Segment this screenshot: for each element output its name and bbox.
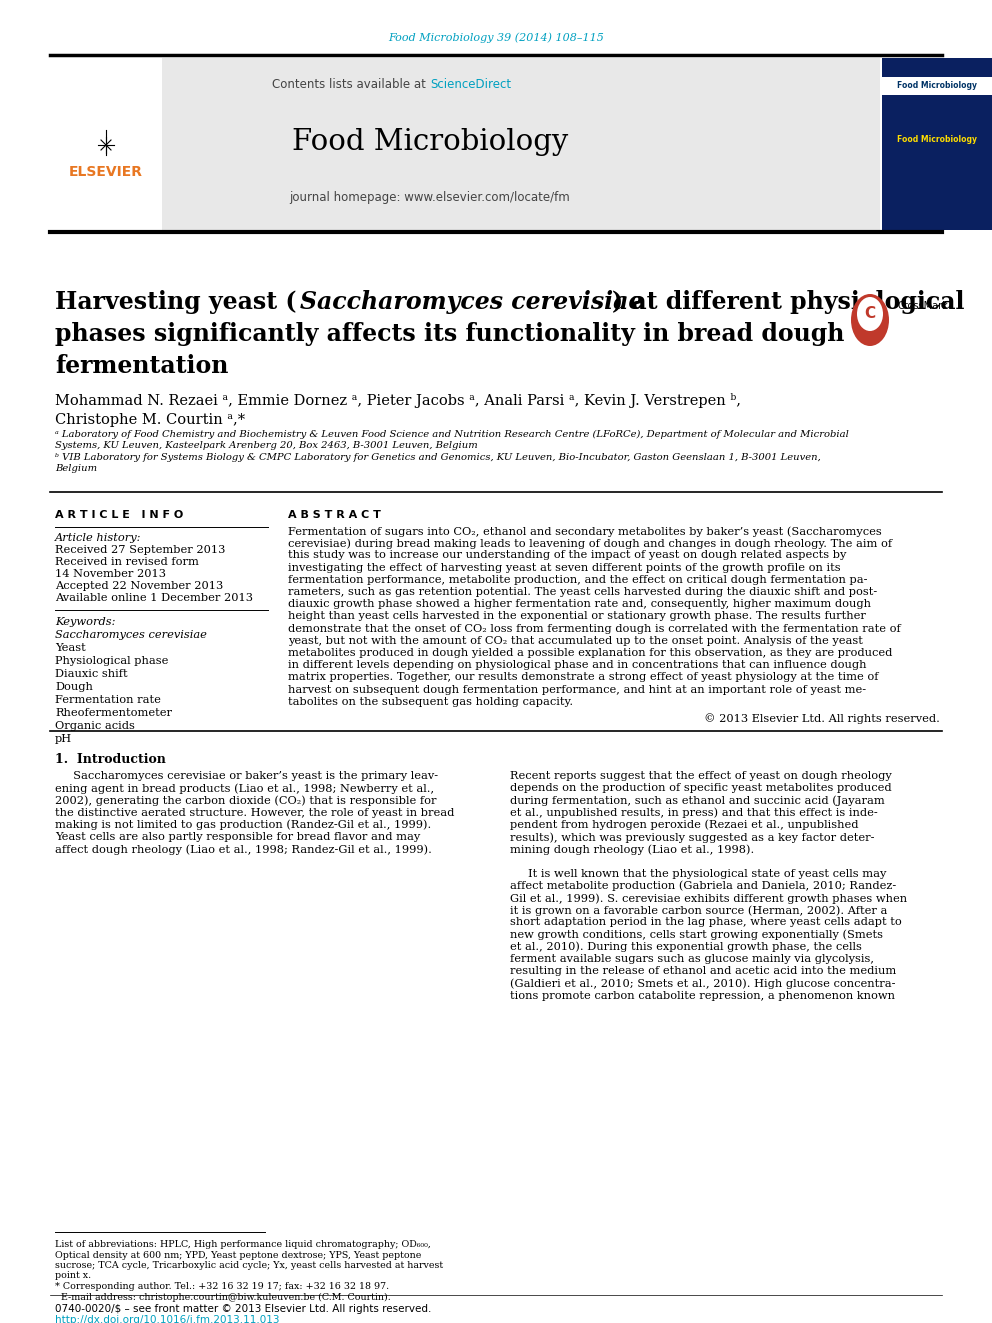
Text: © 2013 Elsevier Ltd. All rights reserved.: © 2013 Elsevier Ltd. All rights reserved… — [704, 713, 940, 724]
Text: C: C — [864, 307, 876, 321]
Text: 2002), generating the carbon dioxide (CO₂) that is responsible for: 2002), generating the carbon dioxide (CO… — [55, 795, 436, 806]
Text: it is grown on a favorable carbon source (Herman, 2002). After a: it is grown on a favorable carbon source… — [510, 905, 888, 916]
Text: et al., 2010). During this exponential growth phase, the cells: et al., 2010). During this exponential g… — [510, 942, 862, 953]
Text: Received in revised form: Received in revised form — [55, 557, 198, 568]
Text: Food Microbiology 39 (2014) 108–115: Food Microbiology 39 (2014) 108–115 — [388, 33, 604, 44]
Text: tions promote carbon catabolite repression, a phenomenon known: tions promote carbon catabolite repressi… — [510, 991, 895, 1000]
Text: Fermentation of sugars into CO₂, ethanol and secondary metabolites by baker’s ye: Fermentation of sugars into CO₂, ethanol… — [288, 527, 882, 537]
Text: 1.  Introduction: 1. Introduction — [55, 753, 166, 766]
Text: mining dough rheology (Liao et al., 1998).: mining dough rheology (Liao et al., 1998… — [510, 844, 754, 855]
Text: A R T I C L E   I N F O: A R T I C L E I N F O — [55, 509, 184, 520]
Text: Recent reports suggest that the effect of yeast on dough rheology: Recent reports suggest that the effect o… — [510, 771, 892, 781]
Text: height than yeast cells harvested in the exponential or stationary growth phase.: height than yeast cells harvested in the… — [288, 611, 866, 622]
Text: Available online 1 December 2013: Available online 1 December 2013 — [55, 593, 253, 603]
Bar — [882, 77, 992, 95]
Ellipse shape — [851, 294, 889, 347]
Text: ening agent in bread products (Liao et al., 1998; Newberry et al.,: ening agent in bread products (Liao et a… — [55, 783, 434, 794]
Text: Saccharomyces cerevisiae or baker’s yeast is the primary leav-: Saccharomyces cerevisiae or baker’s yeas… — [55, 771, 438, 781]
Text: Christophe M. Courtin ᵃ,*: Christophe M. Courtin ᵃ,* — [55, 413, 245, 427]
Text: Belgium: Belgium — [55, 464, 97, 474]
Text: this study was to increase our understanding of the impact of yeast on dough rel: this study was to increase our understan… — [288, 550, 846, 561]
Text: Saccharomyces cerevisiae: Saccharomyces cerevisiae — [55, 630, 207, 640]
Text: Yeast cells are also partly responsible for bread flavor and may: Yeast cells are also partly responsible … — [55, 832, 421, 841]
Text: depends on the production of specific yeast metabolites produced: depends on the production of specific ye… — [510, 783, 892, 794]
Text: during fermentation, such as ethanol and succinic acid (Jayaram: during fermentation, such as ethanol and… — [510, 795, 885, 806]
Text: ScienceDirect: ScienceDirect — [430, 78, 511, 91]
Text: Food Microbiology: Food Microbiology — [292, 128, 568, 156]
Text: resulting in the release of ethanol and acetic acid into the medium: resulting in the release of ethanol and … — [510, 966, 896, 976]
Text: Yeast: Yeast — [55, 643, 85, 654]
Bar — [882, 58, 992, 230]
Text: It is well known that the physiological state of yeast cells may: It is well known that the physiological … — [510, 869, 887, 878]
Text: phases significantly affects its functionality in bread dough: phases significantly affects its functio… — [55, 321, 844, 347]
Text: Gil et al., 1999). S. cerevisiae exhibits different growth phases when: Gil et al., 1999). S. cerevisiae exhibit… — [510, 893, 907, 904]
Text: 0740-0020/$ – see front matter © 2013 Elsevier Ltd. All rights reserved.: 0740-0020/$ – see front matter © 2013 El… — [55, 1304, 432, 1314]
Text: Received 27 September 2013: Received 27 September 2013 — [55, 545, 225, 556]
Text: E-mail address: christophe.courtin@biw.kuleuven.be (C.M. Courtin).: E-mail address: christophe.courtin@biw.k… — [55, 1293, 391, 1302]
Text: in different levels depending on physiological phase and in concentrations that : in different levels depending on physiol… — [288, 660, 866, 671]
Text: pendent from hydrogen peroxide (Rezaei et al., unpublished: pendent from hydrogen peroxide (Rezaei e… — [510, 820, 858, 831]
Text: Food Microbiology: Food Microbiology — [897, 135, 977, 144]
Text: et al., unpublished results, in press) and that this effect is inde-: et al., unpublished results, in press) a… — [510, 807, 878, 818]
Text: making is not limited to gas production (Randez-Gil et al., 1999).: making is not limited to gas production … — [55, 820, 432, 831]
Text: yeast, but not with the amount of CO₂ that accumulated up to the onset point. An: yeast, but not with the amount of CO₂ th… — [288, 636, 863, 646]
Text: sucrose; TCA cycle, Tricarboxylic acid cycle; Yx, yeast cells harvested at harve: sucrose; TCA cycle, Tricarboxylic acid c… — [55, 1261, 443, 1270]
Text: new growth conditions, cells start growing exponentially (Smets: new growth conditions, cells start growi… — [510, 930, 883, 941]
Bar — [160, 58, 880, 230]
Text: point x.: point x. — [55, 1271, 91, 1281]
Text: short adaptation period in the lag phase, where yeast cells adapt to: short adaptation period in the lag phase… — [510, 917, 902, 927]
Text: diauxic growth phase showed a higher fermentation rate and, consequently, higher: diauxic growth phase showed a higher fer… — [288, 599, 871, 609]
Polygon shape — [860, 329, 880, 347]
Text: * Corresponding author. Tel.: +32 16 32 19 17; fax: +32 16 32 18 97.: * Corresponding author. Tel.: +32 16 32 … — [55, 1282, 389, 1291]
Text: results), which was previously suggested as a key factor deter-: results), which was previously suggested… — [510, 832, 875, 843]
Text: affect metabolite production (Gabriela and Daniela, 2010; Randez-: affect metabolite production (Gabriela a… — [510, 881, 896, 892]
Text: Rheofermentometer: Rheofermentometer — [55, 708, 172, 718]
Ellipse shape — [857, 296, 883, 331]
Text: Keywords:: Keywords: — [55, 617, 115, 627]
Text: ᵃ Laboratory of Food Chemistry and Biochemistry & Leuven Food Science and Nutrit: ᵃ Laboratory of Food Chemistry and Bioch… — [55, 430, 849, 439]
Text: Food Microbiology: Food Microbiology — [897, 82, 977, 90]
Text: journal homepage: www.elsevier.com/locate/fm: journal homepage: www.elsevier.com/locat… — [290, 191, 570, 204]
Text: Systems, KU Leuven, Kasteelpark Arenberg 20, Box 2463, B-3001 Leuven, Belgium: Systems, KU Leuven, Kasteelpark Arenberg… — [55, 441, 478, 450]
Text: 14 November 2013: 14 November 2013 — [55, 569, 166, 579]
Text: matrix properties. Together, our results demonstrate a strong effect of yeast ph: matrix properties. Together, our results… — [288, 672, 879, 683]
Text: (Galdieri et al., 2010; Smets et al., 2010). High glucose concentra-: (Galdieri et al., 2010; Smets et al., 20… — [510, 979, 896, 990]
Text: the distinctive aerated structure. However, the role of yeast in bread: the distinctive aerated structure. Howev… — [55, 807, 454, 818]
Text: CrossMark: CrossMark — [898, 302, 948, 311]
Text: A B S T R A C T: A B S T R A C T — [288, 509, 381, 520]
Text: Organic acids: Organic acids — [55, 721, 135, 732]
Text: ) at different physiological: ) at different physiological — [612, 290, 964, 314]
Text: investigating the effect of harvesting yeast at seven different points of the gr: investigating the effect of harvesting y… — [288, 562, 840, 573]
Text: cerevisiae) during bread making leads to leavening of dough and changes in dough: cerevisiae) during bread making leads to… — [288, 538, 892, 549]
Text: Accepted 22 November 2013: Accepted 22 November 2013 — [55, 581, 223, 591]
Text: fermentation performance, metabolite production, and the effect on critical doug: fermentation performance, metabolite pro… — [288, 574, 867, 585]
Text: Physiological phase: Physiological phase — [55, 656, 169, 665]
Text: Dough: Dough — [55, 681, 93, 692]
Text: metabolites produced in dough yielded a possible explanation for this observatio: metabolites produced in dough yielded a … — [288, 648, 893, 658]
Text: demonstrate that the onset of CO₂ loss from fermenting dough is correlated with : demonstrate that the onset of CO₂ loss f… — [288, 623, 901, 634]
Text: Saccharomyces cerevisiae: Saccharomyces cerevisiae — [300, 290, 644, 314]
Text: fermentation: fermentation — [55, 355, 228, 378]
Text: harvest on subsequent dough fermentation performance, and hint at an important r: harvest on subsequent dough fermentation… — [288, 684, 866, 695]
Text: List of abbreviations: HPLC, High performance liquid chromatography; OD₆₀₀,: List of abbreviations: HPLC, High perfor… — [55, 1240, 431, 1249]
Text: ELSEVIER: ELSEVIER — [69, 165, 143, 179]
Text: Contents lists available at: Contents lists available at — [273, 78, 430, 91]
Text: ferment available sugars such as glucose mainly via glycolysis,: ferment available sugars such as glucose… — [510, 954, 874, 964]
Text: affect dough rheology (Liao et al., 1998; Randez-Gil et al., 1999).: affect dough rheology (Liao et al., 1998… — [55, 844, 432, 855]
Bar — [50, 58, 162, 230]
Text: Harvesting yeast (: Harvesting yeast ( — [55, 290, 297, 314]
Text: tabolites on the subsequent gas holding capacity.: tabolites on the subsequent gas holding … — [288, 697, 573, 706]
Text: pH: pH — [55, 734, 72, 744]
Text: Article history:: Article history: — [55, 533, 142, 542]
Text: Diauxic shift: Diauxic shift — [55, 669, 128, 679]
Text: ᵇ VIB Laboratory for Systems Biology & CMPC Laboratory for Genetics and Genomics: ᵇ VIB Laboratory for Systems Biology & C… — [55, 452, 820, 462]
Text: Mohammad N. Rezaei ᵃ, Emmie Dornez ᵃ, Pieter Jacobs ᵃ, Anali Parsi ᵃ, Kevin J. V: Mohammad N. Rezaei ᵃ, Emmie Dornez ᵃ, Pi… — [55, 393, 741, 407]
Text: http://dx.doi.org/10.1016/j.fm.2013.11.013: http://dx.doi.org/10.1016/j.fm.2013.11.0… — [55, 1315, 280, 1323]
Text: rameters, such as gas retention potential. The yeast cells harvested during the : rameters, such as gas retention potentia… — [288, 587, 877, 597]
Text: Fermentation rate: Fermentation rate — [55, 695, 161, 705]
Text: Optical density at 600 nm; YPD, Yeast peptone dextrose; YPS, Yeast peptone: Optical density at 600 nm; YPD, Yeast pe… — [55, 1250, 422, 1259]
